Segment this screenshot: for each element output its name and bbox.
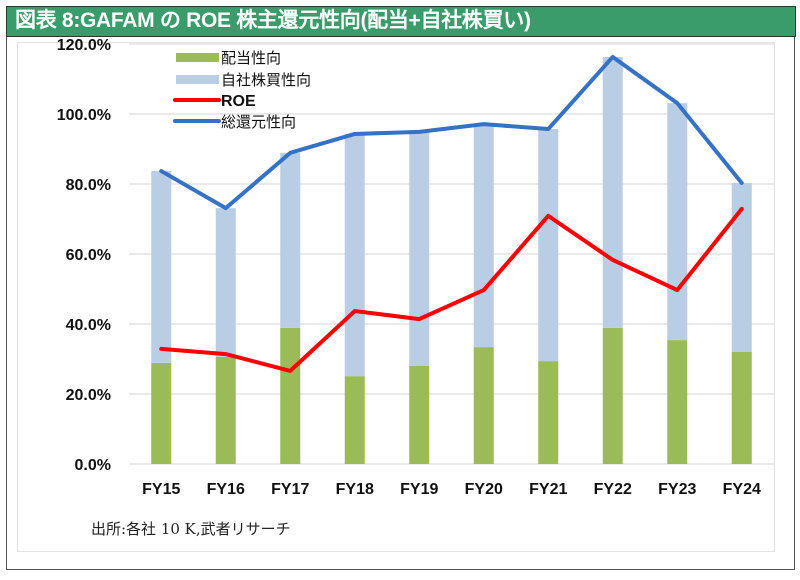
x-tick-label: FY15 [142, 481, 180, 498]
legend-label: 自社株買性向 [221, 71, 311, 89]
source-note: 出所:各社 10 K,武者リサーチ [91, 520, 291, 538]
legend-label: 配当性向 [221, 49, 281, 67]
legend-swatch-buyback [176, 75, 219, 84]
bar-buyback-payout [215, 208, 236, 357]
bar-dividend-payout [151, 362, 172, 464]
bar-dividend-payout [280, 327, 301, 464]
line-roe [159, 206, 744, 373]
x-tick-label: FY16 [207, 481, 245, 498]
bar-buyback-payout [280, 152, 301, 328]
y-tick-label: 40.0% [66, 317, 111, 334]
bar-buyback-payout [473, 124, 494, 348]
y-tick-label: 80.0% [66, 177, 111, 194]
bar-buyback-payout [151, 171, 172, 363]
bar-buyback-payout [667, 103, 688, 341]
x-axis-labels: FY15 FY16 FY17 FY18 FY19 FY20 FY21 FY22 FY23 FY24 [142, 481, 761, 498]
bar-dividend-payout [538, 361, 559, 464]
bar-buyback-payout [538, 129, 559, 362]
bar-buyback-payout [344, 133, 365, 377]
x-tick-label: FY20 [465, 481, 503, 498]
x-tick-label: FY24 [723, 481, 761, 498]
bar-dividend-payout [409, 366, 430, 464]
bar-dividend-payout [667, 340, 688, 464]
legend-swatch-dividend [176, 53, 219, 62]
legend-label: ROE [221, 93, 256, 110]
x-tick-label: FY23 [658, 481, 696, 498]
bar-dividend-payout [602, 327, 623, 464]
bar-buyback-payout [409, 131, 430, 366]
y-tick-label: 100.0% [57, 107, 111, 124]
gridlines [129, 43, 774, 465]
line-total-payout [159, 54, 744, 211]
figure-title: 図表 8:GAFAM の ROE 株主還元性向(配当+自社株買い) [6, 6, 796, 37]
y-tick-label: 120.0% [57, 37, 111, 54]
figure-frame [6, 6, 795, 570]
x-tick-label: FY22 [594, 481, 632, 498]
chart-area-border [17, 42, 775, 552]
bars [151, 56, 752, 464]
bar-buyback-payout [731, 182, 752, 352]
y-tick-label: 0.0% [75, 457, 111, 474]
bar-buyback-payout [602, 56, 623, 328]
lines [159, 54, 744, 373]
bar-dividend-payout [215, 356, 236, 464]
x-tick-label: FY18 [336, 481, 374, 498]
legend-label: 総還元性向 [221, 113, 296, 131]
y-axis-labels: 0.0% 20.0% 40.0% 60.0% 80.0% 100.0% 120.0% [57, 37, 111, 474]
bar-dividend-payout [473, 347, 494, 464]
bar-dividend-payout [344, 376, 365, 464]
y-tick-label: 20.0% [66, 387, 111, 404]
x-tick-label: FY17 [271, 481, 309, 498]
x-tick-label: FY21 [529, 481, 567, 498]
y-tick-label: 60.0% [66, 247, 111, 264]
x-tick-label: FY19 [400, 481, 438, 498]
bar-dividend-payout [731, 352, 752, 464]
